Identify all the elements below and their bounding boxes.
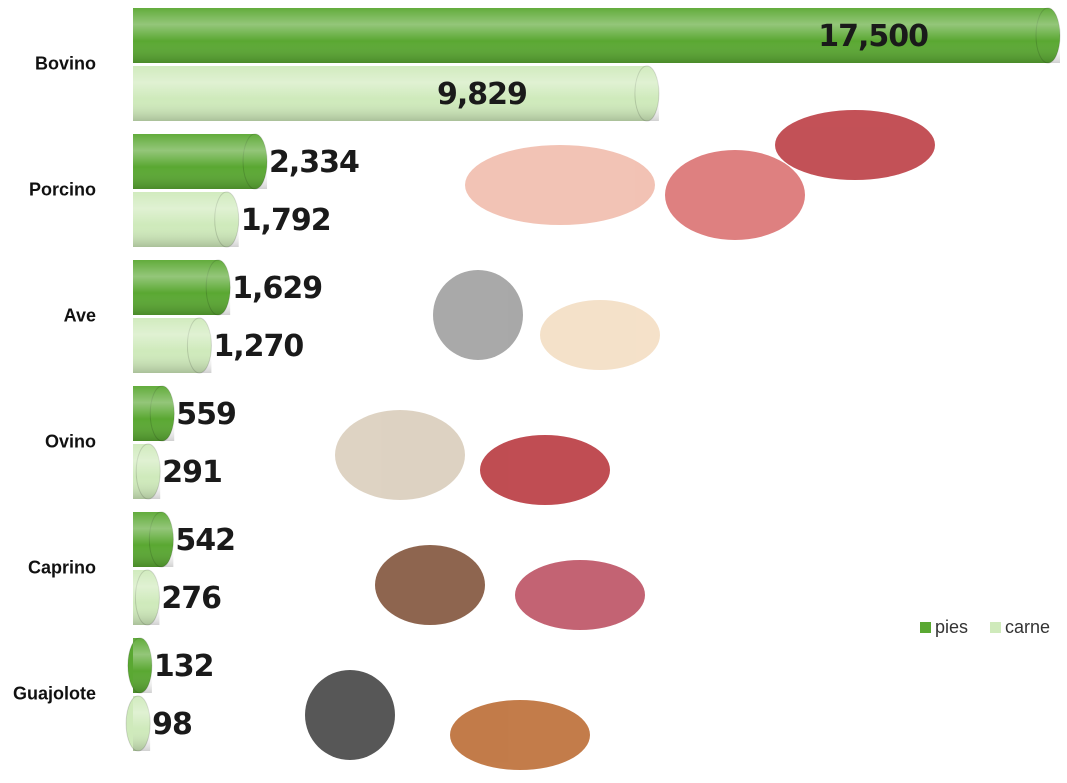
value-label: 542 <box>175 523 235 558</box>
bar-shine <box>133 66 659 121</box>
value-label: 276 <box>161 581 221 616</box>
legend-swatch <box>990 622 1001 633</box>
category-label: Guajolote <box>13 683 96 703</box>
legend-label: carne <box>1005 617 1050 637</box>
decorations <box>305 110 935 770</box>
bar-shine <box>133 696 151 751</box>
bar-shine <box>133 512 174 567</box>
category-label: Caprino <box>28 557 96 577</box>
bar-shine <box>133 134 268 189</box>
value-label: 17,500 <box>818 19 928 54</box>
bar-shine <box>133 638 152 693</box>
value-label: 132 <box>154 649 214 684</box>
bar-shine <box>133 386 175 441</box>
category-label: Ave <box>64 305 96 325</box>
category-label: Bovino <box>35 53 96 73</box>
bar-shine <box>133 444 161 499</box>
value-label: 1,629 <box>232 271 322 306</box>
bar-shine <box>133 570 160 625</box>
value-label: 2,334 <box>269 145 359 180</box>
legend-label: pies <box>935 617 968 637</box>
bar-shine <box>133 8 1060 63</box>
bar-shine <box>133 192 239 247</box>
value-label: 291 <box>162 455 222 490</box>
value-label: 1,792 <box>241 203 331 238</box>
value-label: 559 <box>176 397 236 432</box>
value-label: 9,829 <box>437 77 527 112</box>
category-label: Porcino <box>29 179 96 199</box>
bar-shine <box>133 260 231 315</box>
value-label: 1,270 <box>213 329 303 364</box>
bar-shine <box>133 318 212 373</box>
legend-swatch <box>920 622 931 633</box>
category-label: Ovino <box>45 431 96 451</box>
value-label: 98 <box>152 707 192 742</box>
